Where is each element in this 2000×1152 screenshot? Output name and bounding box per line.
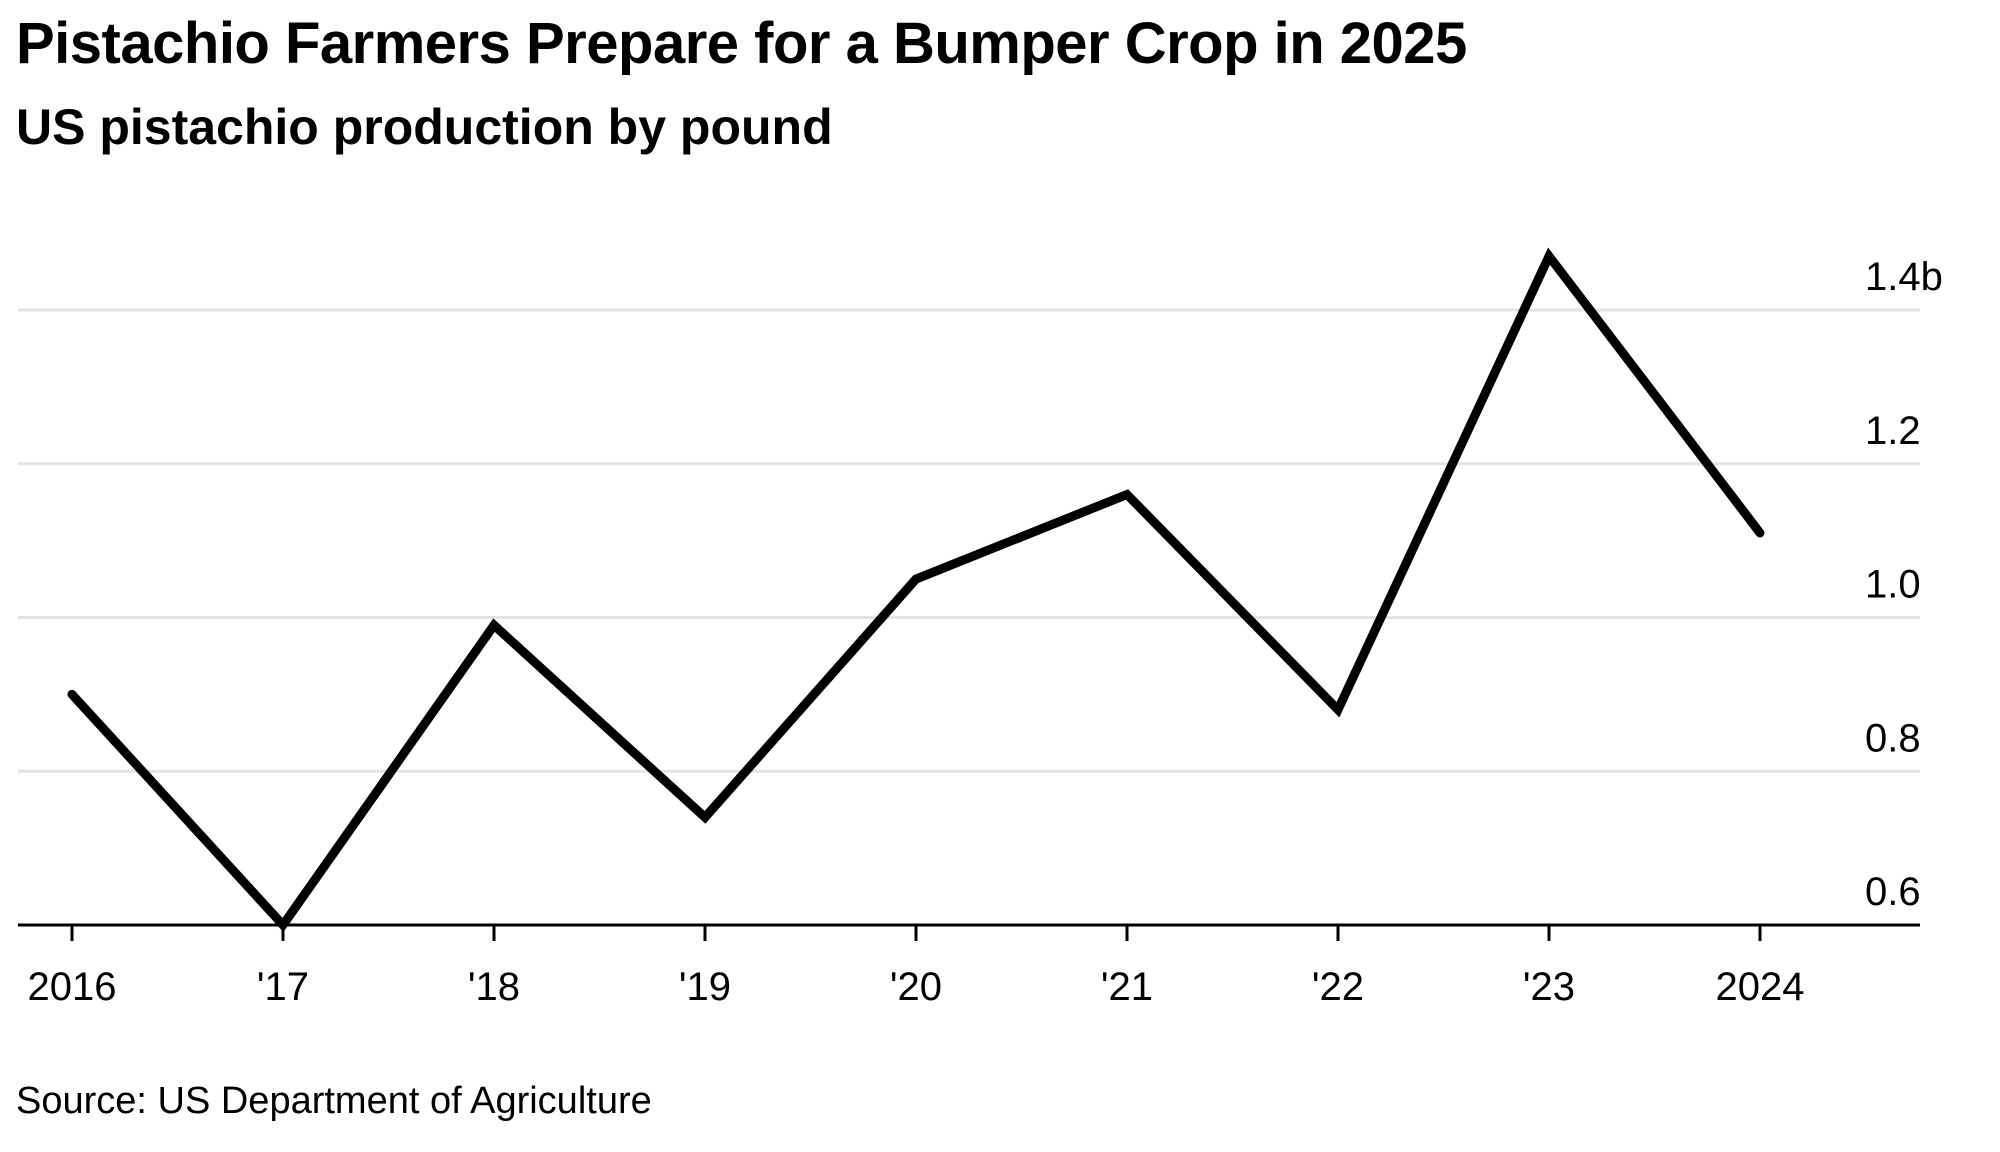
x-axis-labels: 2016 '17 '18 '19 '20 '21 '22 '23 2024 (28, 965, 1805, 1009)
data-point (1337, 709, 1339, 711)
x-tick-label: '23 (1523, 965, 1575, 1009)
data-point (493, 624, 495, 626)
series-layer (67, 247, 1765, 933)
x-tick-label: '22 (1312, 965, 1364, 1009)
data-point (71, 693, 73, 695)
y-tick-label: 0.6 (1865, 870, 1921, 914)
data-point (704, 816, 706, 818)
y-tick-label: 1.0 (1865, 563, 1921, 607)
series-line (67, 247, 1765, 933)
data-point (1126, 494, 1128, 495)
x-axis (18, 923, 1920, 941)
x-tick-label: 2024 (1716, 965, 1805, 1009)
grid-lines (18, 308, 1920, 773)
y-tick-label: 0.8 (1865, 716, 1921, 760)
x-tick-label: '17 (257, 965, 309, 1009)
x-tick-label: '20 (890, 965, 942, 1009)
chart-title: Pistachio Farmers Prepare for a Bumper C… (16, 11, 1467, 76)
y-tick-label: 1.4b (1865, 255, 1943, 299)
data-point (282, 924, 284, 926)
x-tick-label: '21 (1101, 965, 1153, 1009)
x-tick-label: '18 (468, 965, 520, 1009)
data-point (1548, 255, 1550, 257)
data-point (1759, 532, 1761, 534)
y-axis-labels: 0.6 0.8 1.0 1.2 1.4b (1865, 255, 1943, 914)
source-note: Source: US Department of Agriculture (16, 1080, 652, 1122)
y-tick-label: 1.2 (1865, 409, 1921, 453)
x-tick-label: '19 (679, 965, 731, 1009)
x-tick-label: 2016 (28, 965, 117, 1009)
chart-subtitle: US pistachio production by pound (16, 99, 833, 155)
data-point (915, 578, 917, 580)
